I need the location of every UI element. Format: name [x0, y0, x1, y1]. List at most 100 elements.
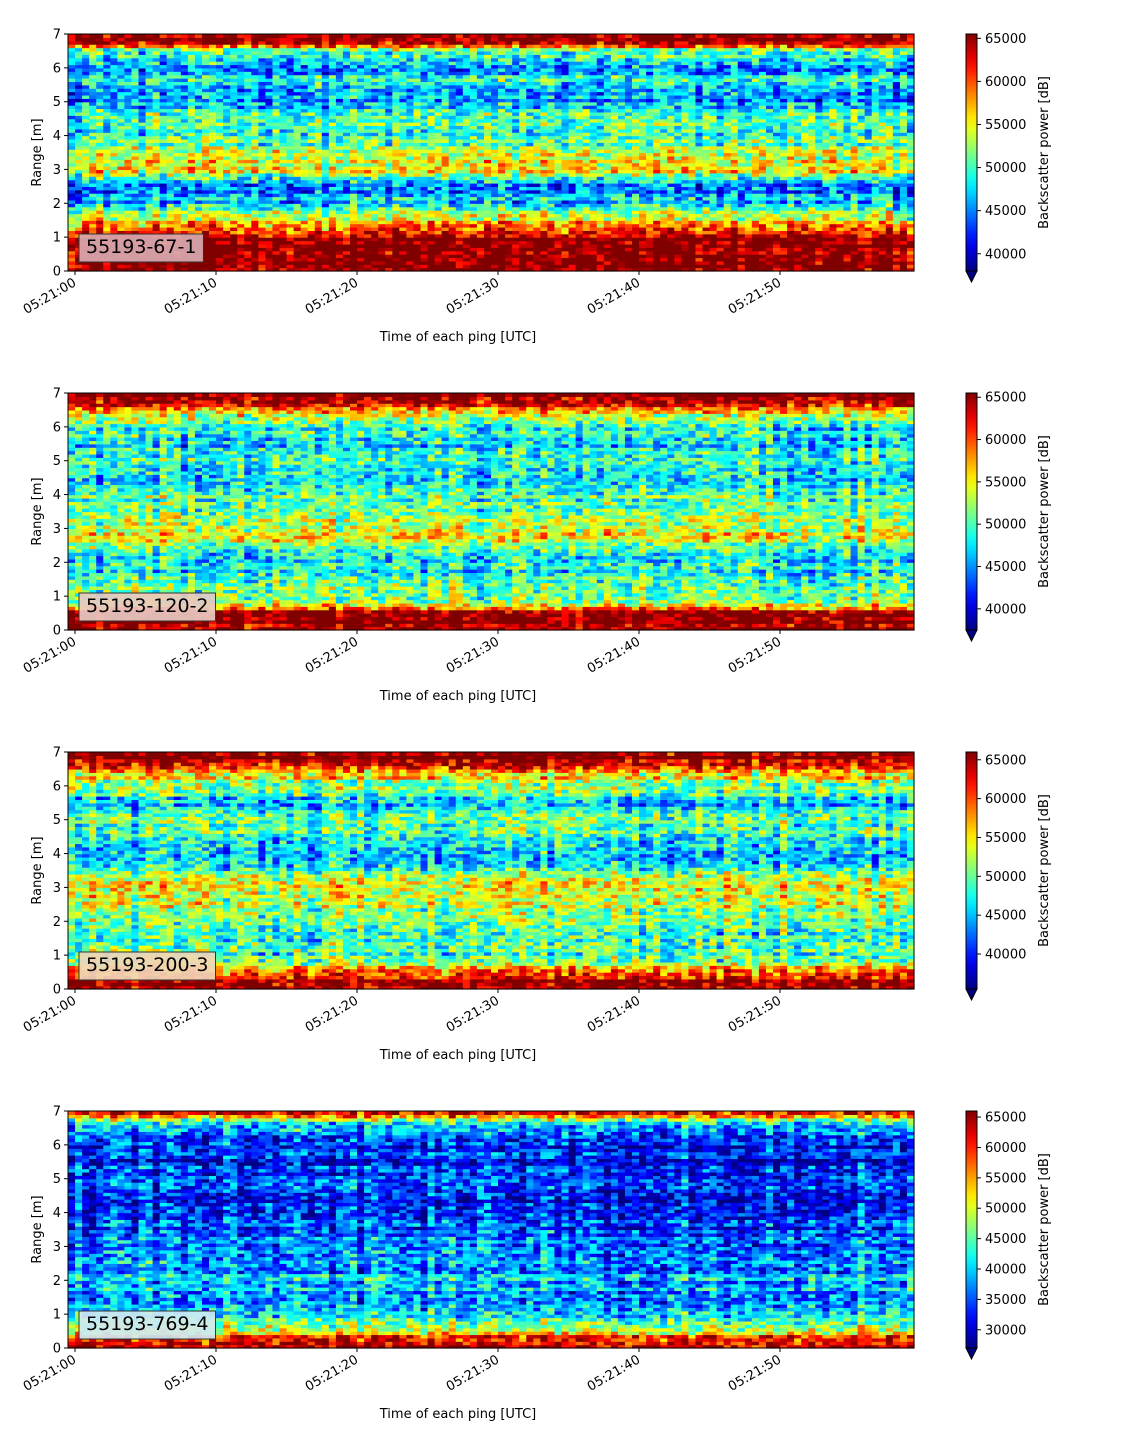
heatmap-cell	[892, 243, 901, 248]
heatmap-cell	[300, 220, 309, 225]
heatmap-cell	[681, 138, 689, 143]
heatmap-cell	[681, 257, 689, 262]
heatmap-cell	[476, 243, 485, 248]
heatmap-cell	[350, 138, 358, 143]
heatmap-cell	[378, 237, 386, 242]
heatmap-cell	[194, 172, 203, 177]
heatmap-cell	[265, 254, 274, 259]
heatmap-cell	[420, 264, 429, 269]
heatmap-cell	[794, 206, 802, 211]
heatmap-cell	[688, 264, 697, 269]
heatmap-cell	[596, 142, 605, 147]
heatmap-cell	[610, 264, 619, 269]
heatmap-cell	[906, 243, 915, 248]
heatmap-cell	[413, 260, 422, 265]
heatmap-cell	[187, 264, 196, 269]
heatmap-cell	[808, 240, 816, 245]
heatmap-cell	[272, 176, 281, 181]
heatmap-cell	[526, 230, 534, 235]
heatmap-cell	[526, 203, 534, 208]
heatmap-cell	[68, 206, 76, 211]
heatmap-cell	[575, 247, 584, 252]
heatmap-cell	[512, 223, 520, 228]
heatmap-cell	[314, 155, 323, 160]
heatmap-cell	[540, 169, 548, 174]
heatmap-cell	[681, 169, 689, 174]
heatmap-cell	[624, 199, 633, 204]
heatmap-cell	[173, 220, 182, 225]
heatmap-cell	[110, 213, 118, 218]
heatmap-cell	[286, 172, 295, 177]
heatmap-cell	[483, 250, 492, 255]
heatmap-cell	[688, 230, 697, 235]
heatmap-cell	[519, 142, 527, 147]
heatmap-cell	[385, 243, 393, 248]
heatmap-cell	[237, 267, 245, 272]
heatmap-cell	[272, 220, 281, 225]
heatmap-cell	[850, 199, 859, 204]
heatmap-cell	[378, 240, 386, 245]
heatmap-cell	[371, 169, 379, 174]
heatmap-cell	[632, 145, 640, 150]
heatmap-cell	[815, 260, 823, 265]
heatmap-cell	[335, 237, 344, 242]
heatmap-cell	[653, 260, 661, 265]
heatmap-cell	[505, 149, 513, 154]
heatmap-cell	[850, 210, 859, 215]
heatmap-cell	[258, 142, 266, 147]
heatmap-cell	[871, 166, 880, 171]
heatmap-cell	[96, 210, 104, 215]
heatmap-cell	[399, 213, 407, 218]
heatmap-cell	[660, 138, 668, 143]
heatmap-cell	[427, 254, 436, 259]
heatmap-cell	[575, 257, 584, 262]
heatmap-cell	[653, 250, 661, 255]
heatmap-cell	[892, 206, 901, 211]
heatmap-cell	[737, 240, 746, 245]
heatmap-cell	[674, 159, 682, 164]
heatmap-cell	[117, 223, 125, 228]
heatmap-cell	[237, 152, 245, 157]
heatmap-cell	[787, 196, 795, 201]
heatmap-cell	[878, 193, 887, 198]
heatmap-cell	[68, 135, 76, 140]
heatmap-cell	[286, 267, 295, 272]
heatmap-cell	[448, 250, 457, 255]
heatmap-cell	[519, 128, 527, 133]
heatmap-cell	[751, 254, 760, 259]
heatmap-cell	[152, 193, 161, 198]
heatmap-cell	[906, 135, 915, 140]
heatmap-cell	[357, 260, 365, 265]
heatmap-cell	[815, 203, 823, 208]
heatmap-cell	[307, 264, 316, 269]
heatmap-cell	[667, 210, 675, 215]
heatmap-cell	[194, 230, 203, 235]
heatmap-cell	[906, 237, 915, 242]
heatmap-cell	[399, 159, 407, 164]
heatmap-cell	[159, 199, 168, 204]
heatmap-cell	[237, 155, 245, 160]
heatmap-cell	[836, 186, 845, 191]
heatmap-cell	[272, 226, 281, 231]
heatmap-cell	[547, 135, 556, 140]
heatmap-cell	[420, 250, 429, 255]
heatmap-cell	[265, 149, 274, 154]
heatmap-cell	[392, 220, 400, 225]
heatmap-cell	[512, 162, 520, 167]
heatmap-cell	[194, 128, 203, 133]
heatmap-cell	[554, 240, 563, 245]
heatmap-cell	[906, 233, 915, 238]
heatmap-cell	[878, 166, 887, 171]
heatmap-cell	[427, 247, 436, 252]
heatmap-cell	[723, 166, 732, 171]
heatmap-cell	[434, 254, 443, 259]
heatmap-cell	[209, 206, 217, 211]
heatmap-cell	[505, 233, 513, 238]
heatmap-cell	[526, 257, 534, 262]
heatmap-cell	[258, 186, 266, 191]
heatmap-cell	[491, 243, 499, 248]
heatmap-cell	[321, 166, 330, 171]
heatmap-cell	[540, 172, 548, 177]
heatmap-cell	[152, 145, 161, 150]
heatmap-cell	[646, 138, 654, 143]
